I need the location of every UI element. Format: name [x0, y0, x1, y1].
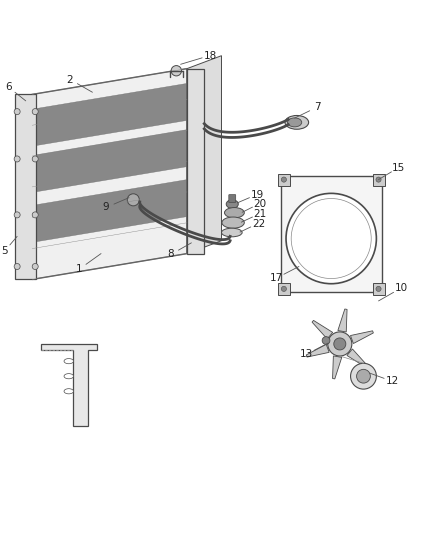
Polygon shape — [332, 356, 342, 379]
Circle shape — [171, 66, 181, 76]
Circle shape — [334, 338, 346, 350]
Circle shape — [14, 156, 20, 162]
Polygon shape — [312, 320, 332, 339]
Text: 6: 6 — [5, 83, 11, 92]
Polygon shape — [32, 130, 187, 192]
Ellipse shape — [64, 389, 74, 394]
Text: 22: 22 — [252, 219, 265, 229]
Polygon shape — [347, 349, 367, 367]
Polygon shape — [41, 344, 97, 426]
Circle shape — [32, 156, 38, 162]
Text: 18: 18 — [204, 51, 217, 61]
Circle shape — [127, 194, 139, 206]
Ellipse shape — [225, 207, 244, 218]
Circle shape — [286, 193, 376, 284]
Circle shape — [32, 263, 38, 270]
Ellipse shape — [222, 217, 244, 228]
Circle shape — [32, 109, 38, 115]
Text: 9: 9 — [103, 202, 110, 212]
Circle shape — [376, 177, 381, 182]
Ellipse shape — [64, 359, 74, 364]
Polygon shape — [187, 69, 204, 254]
Text: 19: 19 — [251, 190, 264, 200]
Text: 10: 10 — [395, 284, 408, 294]
Circle shape — [32, 212, 38, 218]
Polygon shape — [187, 55, 222, 254]
Ellipse shape — [222, 228, 242, 237]
Circle shape — [14, 212, 20, 218]
Text: 2: 2 — [67, 75, 73, 85]
Ellipse shape — [287, 118, 302, 127]
Circle shape — [281, 286, 286, 292]
Polygon shape — [32, 180, 187, 243]
FancyBboxPatch shape — [278, 283, 290, 295]
Polygon shape — [338, 309, 347, 332]
Ellipse shape — [64, 374, 74, 379]
Circle shape — [281, 177, 286, 182]
Polygon shape — [350, 331, 373, 344]
FancyBboxPatch shape — [372, 174, 385, 185]
Polygon shape — [32, 69, 187, 279]
Circle shape — [376, 286, 381, 292]
Circle shape — [357, 369, 371, 383]
Circle shape — [350, 364, 376, 389]
Text: 7: 7 — [314, 102, 321, 112]
Circle shape — [14, 263, 20, 270]
Text: 17: 17 — [270, 273, 283, 283]
Circle shape — [328, 332, 352, 356]
Text: 8: 8 — [168, 249, 174, 259]
Circle shape — [322, 337, 330, 344]
FancyBboxPatch shape — [229, 195, 236, 203]
Text: 5: 5 — [1, 246, 7, 256]
Text: 20: 20 — [254, 199, 267, 208]
Text: 21: 21 — [254, 209, 267, 219]
Polygon shape — [15, 94, 36, 279]
Text: 13: 13 — [300, 349, 313, 359]
Ellipse shape — [285, 116, 309, 130]
Text: 12: 12 — [385, 376, 399, 386]
FancyBboxPatch shape — [278, 174, 290, 185]
Ellipse shape — [226, 200, 238, 208]
FancyBboxPatch shape — [372, 283, 385, 295]
FancyBboxPatch shape — [281, 176, 382, 292]
Text: 1: 1 — [76, 264, 82, 274]
Polygon shape — [306, 344, 329, 357]
Circle shape — [14, 109, 20, 115]
Text: 15: 15 — [392, 163, 406, 173]
Polygon shape — [32, 83, 187, 146]
